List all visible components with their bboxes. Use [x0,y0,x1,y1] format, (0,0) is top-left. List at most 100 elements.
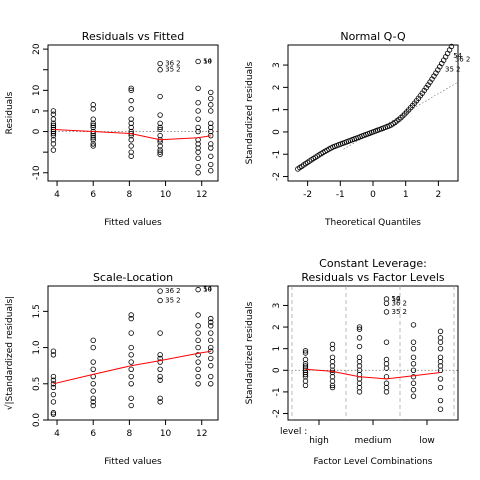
x-tick-label: 10 [160,429,172,439]
data-point [128,395,134,401]
data-point [195,381,201,387]
data-point [157,377,163,383]
point-label: 35 [392,308,401,316]
data-point [157,366,163,372]
point-label: 54 [203,286,212,294]
data-point [157,67,163,73]
y-tick-label: -2 [272,409,282,418]
data-point [195,155,201,162]
data-point [157,60,163,67]
data-point [329,378,336,384]
data-point [329,363,336,369]
data-point [208,373,214,380]
data-point [157,288,163,294]
data-point [437,397,444,404]
data-point [383,309,390,315]
data-point [383,356,390,363]
data-point [128,120,134,127]
data-point [90,122,96,129]
data-point [128,366,134,372]
data-point [437,345,444,352]
y-tick-label: 2 [272,324,282,330]
y-tick-label: 0.0 [32,413,42,428]
data-point [128,87,134,94]
data-point [410,374,417,380]
data-point [208,381,214,387]
factor-level-label: medium [355,436,392,446]
data-point [195,323,201,329]
data-point [128,85,134,91]
data-point [157,132,163,139]
data-point [195,141,201,147]
data-point [356,384,363,391]
data-point [195,366,201,372]
data-point [195,128,201,135]
x-tick-label: 6 [90,429,96,439]
point-label: 54 [392,295,401,303]
factor-level-label: high [309,436,329,446]
data-point [157,330,163,336]
x-tick-label: 0 [370,190,376,200]
data-point [208,128,214,135]
data-point [90,388,96,394]
data-point [383,384,390,391]
data-point [90,120,96,127]
data-point [128,315,134,322]
data-point [208,108,214,114]
data-point [302,350,309,356]
data-point [50,384,57,391]
residuals-vs-factor-levels-panel: Constant Leverage:Residuals vs Factor Le… [245,257,459,467]
y-tick-label: 0 [272,367,282,373]
y-tick-label: 2 [272,84,282,90]
data-point [410,387,417,393]
y-tick-label: -1 [272,387,282,396]
data-point [195,170,201,176]
point-label: 2 [466,55,470,63]
data-point [157,149,163,155]
data-point [208,124,214,131]
panel-title: Scale-Location [93,271,173,284]
data-point [90,359,96,365]
plot-frame [47,285,219,421]
point-label: 36 [165,60,174,68]
data-point [128,137,134,143]
data-point [50,141,57,147]
point-label: 10 [203,286,212,294]
data-point [383,361,390,367]
data-point [208,355,214,362]
y-tick-label: 1.0 [32,340,42,355]
point-label: 10 [203,57,212,65]
x-axis-label: Fitted values [104,457,162,467]
plot-frame [47,44,219,182]
residuals-vs-fitted-panel: Residuals vs Fitted Fitted values Residual… [5,30,219,228]
data-point [50,116,57,122]
data-point [157,359,163,365]
x-axis-label: Fitted values [104,218,162,228]
data-point [448,43,455,50]
data-point [128,124,134,131]
data-point [90,116,96,122]
data-point [157,124,163,131]
data-point [437,328,444,335]
data-point [410,361,417,367]
data-point [208,153,214,159]
y-tick-label: 5 [32,108,42,114]
data-point [329,341,336,348]
point-label: 36 [392,299,401,307]
data-point [195,108,201,114]
data-point [128,153,134,159]
data-point [302,382,309,389]
data-point [128,330,134,336]
data-point [356,343,363,350]
data-point [208,344,214,351]
point-label: 10 [392,295,401,303]
data-point [195,85,201,91]
y-tick-label: 0 [32,128,42,134]
data-point [356,324,363,330]
point-label: 2 [403,299,407,307]
data-point [195,116,201,122]
data-point [208,95,214,102]
data-point [208,319,214,325]
data-point [50,348,57,354]
